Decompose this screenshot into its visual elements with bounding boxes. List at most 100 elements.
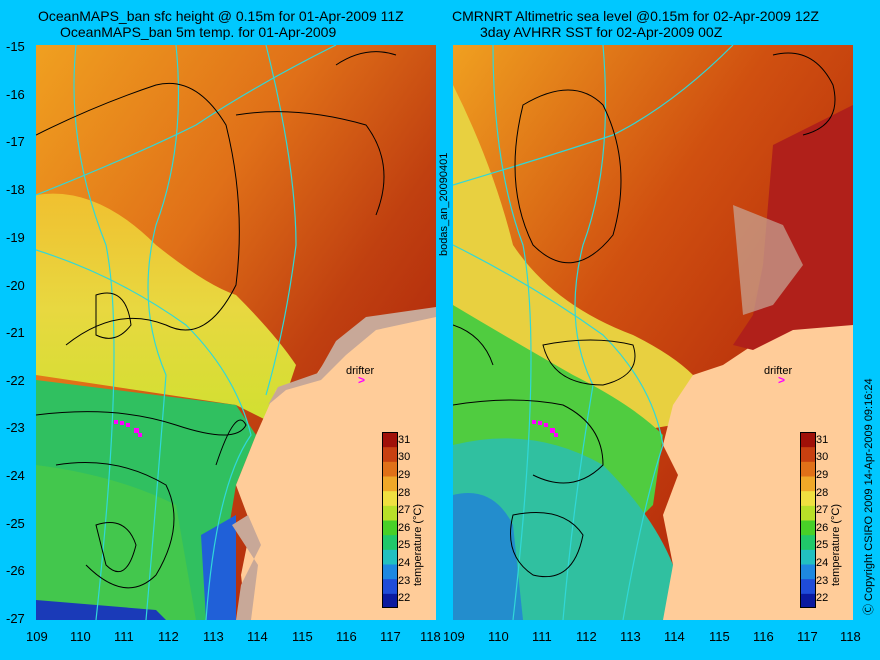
colorbar-tick-label: 29 <box>398 469 411 481</box>
colorbar-tick-label: 25 <box>816 539 829 552</box>
colorbar-swatch <box>382 490 398 506</box>
left-shelf-land2 <box>232 515 261 620</box>
colorbar-tick-label: 27 <box>816 504 829 517</box>
lon-tick: 116 <box>753 629 774 644</box>
colorbar-tick-label: 26 <box>816 521 829 534</box>
right-drifter-label: drifter <box>764 365 793 377</box>
colorbar-swatch <box>800 476 816 492</box>
lon-tick: 115 <box>709 629 730 644</box>
colorbar-tick-label: 23 <box>398 574 411 587</box>
colorbar-swatch <box>382 520 398 536</box>
right-colorbar <box>800 432 816 608</box>
colorbar-tick-label: 25 <box>398 539 411 552</box>
colorbar-swatch <box>800 593 816 608</box>
colorbar-swatch <box>382 505 398 521</box>
left-title-line2: OceanMAPS_ban 5m temp. for 01-Apr-2009 <box>60 24 337 40</box>
lat-tick: -20 <box>6 278 25 293</box>
lon-tick: 118 <box>420 629 441 644</box>
colorbar-swatch <box>800 549 816 565</box>
lat-tick: -27 <box>6 611 25 626</box>
left-sea-mid <box>36 193 296 425</box>
left-drifter-label: drifter <box>346 365 375 377</box>
lon-tick: 112 <box>158 629 179 644</box>
colorbar-tick-label: 24 <box>398 557 411 569</box>
colorbar-swatch <box>800 461 816 477</box>
lat-tick: -26 <box>6 563 25 578</box>
colorbar-swatch <box>382 549 398 565</box>
right-cyan-contours <box>453 45 734 620</box>
lon-tick: 109 <box>443 629 465 644</box>
colorbar-swatch <box>382 432 398 448</box>
lat-tick: -19 <box>6 230 25 245</box>
colorbar-tick-label: 27 <box>398 504 411 517</box>
colorbar-swatch <box>800 564 816 580</box>
lat-tick: -23 <box>6 420 25 435</box>
right-drifter-track <box>532 420 558 437</box>
lat-tick: -15 <box>6 39 25 54</box>
lat-tick: -22 <box>6 373 25 388</box>
lon-tick: 117 <box>380 629 401 644</box>
left-sea-cold <box>201 515 236 620</box>
lat-tick: -21 <box>6 325 25 340</box>
lon-tick: 113 <box>203 629 224 644</box>
colorbar-tick-label: 31 <box>816 433 829 446</box>
colorbar-tick-label: 31 <box>398 433 411 446</box>
left-sea-cold2 <box>36 600 166 620</box>
colorbar-tick-label: 26 <box>398 521 411 534</box>
lat-tick: -24 <box>6 468 25 483</box>
colorbar-tick-label: 29 <box>816 469 829 481</box>
colorbar-swatch <box>382 534 398 550</box>
lat-tick: -25 <box>6 516 25 531</box>
colorbar-swatch <box>382 476 398 492</box>
left-drifter-track <box>114 420 142 437</box>
colorbar-tick-label: 22 <box>816 592 829 605</box>
right-colorbar-title: temperature (°C) <box>830 503 842 586</box>
colorbar-tick-label: 30 <box>816 451 829 464</box>
right-title-line2: 3day AVHRR SST for 02-Apr-2009 00Z <box>480 24 723 40</box>
colorbar-swatch <box>382 593 398 608</box>
left-cyan-contours <box>36 45 337 620</box>
lon-tick: 112 <box>576 629 597 644</box>
colorbar-swatch <box>800 578 816 594</box>
lon-tick: 110 <box>70 629 91 644</box>
lon-tick: 116 <box>336 629 357 644</box>
right-title-line1: CMRNRT Altimetric sea level @0.15m for 0… <box>452 8 819 24</box>
colorbar-swatch <box>800 520 816 536</box>
lon-tick: 115 <box>292 629 313 644</box>
colorbar-swatch <box>382 461 398 477</box>
right-map-panel <box>453 45 853 620</box>
colorbar-swatch <box>800 490 816 506</box>
colorbar-swatch <box>382 578 398 594</box>
lon-tick: 110 <box>488 629 509 644</box>
colorbar-swatch <box>382 564 398 580</box>
left-colorbar-title: temperature (°C) <box>412 503 424 586</box>
colorbar-tick-label: 30 <box>398 451 411 464</box>
lon-tick: 118 <box>840 629 861 644</box>
right-side-label: Ⓒ Copyright CSIRO 2009 14-Apr-2009 09:16… <box>863 378 875 615</box>
lon-tick: 114 <box>664 629 685 644</box>
right-drifter-marker: > <box>778 373 786 387</box>
colorbar-swatch <box>800 534 816 550</box>
right-shelf-mottle <box>733 205 803 315</box>
left-title-line1: OceanMAPS_ban sfc height @ 0.15m for 01-… <box>38 8 404 24</box>
right-sea-blue <box>453 493 523 620</box>
lat-tick: -17 <box>6 134 25 149</box>
colorbar-swatch <box>382 446 398 462</box>
lon-tick: 109 <box>26 629 48 644</box>
middle-side-label: bodas_an_20090401 <box>438 152 450 256</box>
lat-tick: -18 <box>6 182 25 197</box>
left-drifter-marker: > <box>358 373 366 387</box>
right-black-contours <box>453 52 836 578</box>
lon-tick: 111 <box>114 629 134 644</box>
colorbar-tick-label: 28 <box>816 486 829 499</box>
left-map-panel <box>36 45 436 620</box>
left-black-contours <box>36 51 397 589</box>
lon-tick: 111 <box>532 629 552 644</box>
colorbar-swatch <box>800 446 816 462</box>
colorbar-swatch <box>800 505 816 521</box>
left-shelf-land <box>268 307 436 405</box>
lat-tick: -16 <box>6 87 25 102</box>
colorbar-swatch <box>800 432 816 448</box>
colorbar-tick-label: 24 <box>816 557 829 569</box>
lon-tick: 114 <box>247 629 268 644</box>
